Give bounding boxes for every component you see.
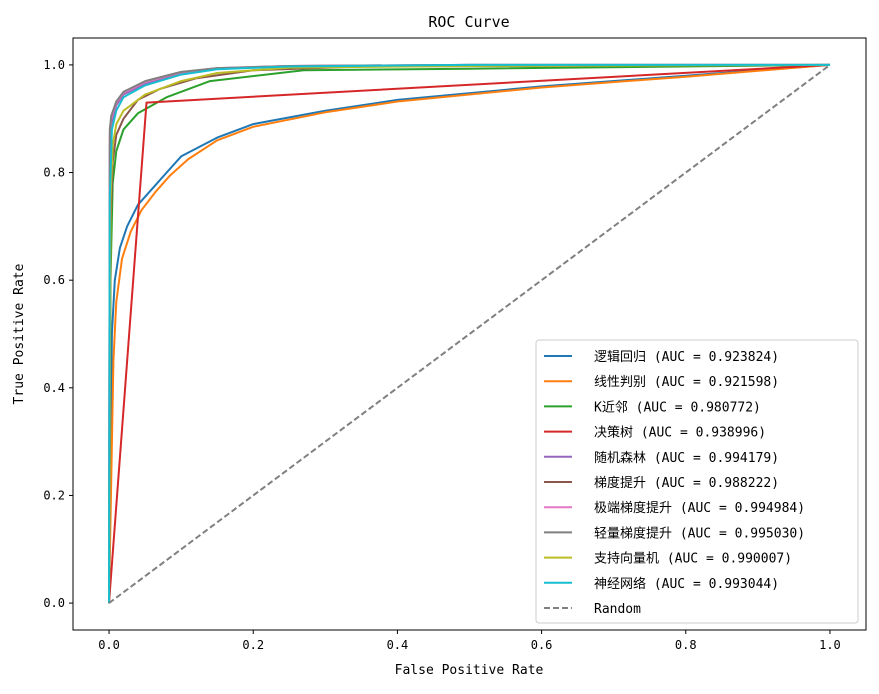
x-axis-label: False Positive Rate xyxy=(395,663,544,678)
series-line-9 xyxy=(108,63,830,604)
chart-title: ROC Curve xyxy=(428,13,509,31)
y-tick-label: 0.4 xyxy=(43,381,65,395)
x-tick-label: 0.4 xyxy=(387,638,409,652)
legend-label: K近邻 (AUC = 0.980772) xyxy=(594,400,761,415)
axes-frame xyxy=(72,37,867,631)
legend-label: 轻量梯度提升 (AUC = 0.995030) xyxy=(594,525,805,541)
y-tick-label: 0.2 xyxy=(43,488,65,502)
series-line-1 xyxy=(108,63,831,604)
legend-label: Random xyxy=(594,602,641,617)
x-tick-label: 0.0 xyxy=(98,638,120,652)
legend-label: 决策树 (AUC = 0.938996) xyxy=(594,425,766,441)
legend-label: 神经网络 (AUC = 0.993044) xyxy=(594,576,779,592)
plot-area xyxy=(72,37,867,631)
series-line-3 xyxy=(108,63,831,604)
legend-label: 极端梯度提升 (AUC = 0.994984) xyxy=(594,500,805,516)
series-line-0 xyxy=(108,63,831,604)
legend-label: 支持向量机 (AUC = 0.990007) xyxy=(594,551,792,567)
legend-label: 随机森林 (AUC = 0.994179) xyxy=(594,451,779,466)
x-tick-label: 0.6 xyxy=(531,638,553,652)
legend-label: 梯度提升 (AUC = 0.988222) xyxy=(594,475,779,491)
y-axis-label: True Positive Rate xyxy=(12,263,27,404)
x-tick-label: 1.0 xyxy=(819,638,841,652)
legend-label: 线性判别 (AUC = 0.921598) xyxy=(594,375,779,390)
legend-label: 逻辑回归 (AUC = 0.923824) xyxy=(594,350,779,365)
y-tick-label: 0.8 xyxy=(43,166,65,180)
y-tick-label: 1.0 xyxy=(43,58,65,72)
y-tick-label: 0.0 xyxy=(43,596,65,610)
series-line-8 xyxy=(108,63,831,604)
legend-box xyxy=(535,339,859,624)
x-tick-label: 0.2 xyxy=(242,638,264,652)
x-tick-label: 0.8 xyxy=(675,638,697,652)
axis-ticks: 0.0 0.2 0.4 0.6 0.8 1.0 0.0 0.2 0.4 0.6 0.8 1.0 xyxy=(43,58,840,652)
y-tick-label: 0.6 xyxy=(43,273,65,287)
legend: 逻辑回归 (AUC = 0.923824) 线性判别 (AUC = 0.92159… xyxy=(535,339,859,624)
series-line-2 xyxy=(108,63,831,604)
series-line-10 xyxy=(108,64,831,604)
